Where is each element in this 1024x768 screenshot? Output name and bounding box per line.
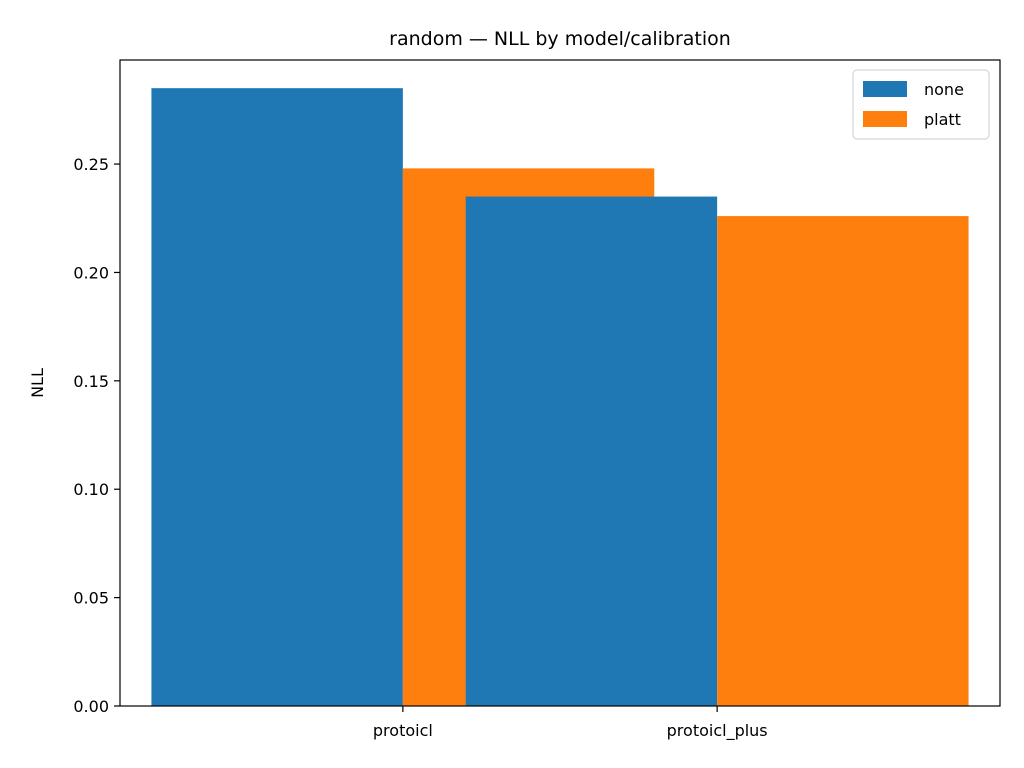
legend-box bbox=[852, 69, 990, 140]
plot-area: 0.00 0.05 0.10 0.15 0.20 0.25 protoicl protoicl… bbox=[73, 59, 1001, 741]
x-tick-label: protoicl bbox=[373, 721, 433, 740]
bar-none-protoicl_plus bbox=[465, 196, 718, 706]
x-tick-label: protoicl_plus bbox=[667, 721, 768, 741]
chart-title: random — NLL by model/calibration bbox=[389, 28, 731, 50]
legend-label-none: none bbox=[924, 80, 964, 99]
y-axis-label: NLL bbox=[28, 368, 47, 398]
legend: none platt bbox=[852, 69, 990, 140]
y-tick-label: 0.05 bbox=[73, 589, 109, 608]
y-tick-label: 0.15 bbox=[73, 372, 109, 391]
y-tick-label: 0.00 bbox=[73, 697, 109, 716]
bar-none-protoicl bbox=[151, 88, 403, 707]
legend-swatch-platt bbox=[863, 111, 907, 127]
y-tick-label: 0.25 bbox=[73, 155, 109, 174]
y-tick-label: 0.10 bbox=[73, 480, 109, 499]
plot-frame bbox=[119, 59, 1001, 707]
y-tick-label: 0.20 bbox=[73, 263, 109, 282]
legend-label-platt: platt bbox=[924, 110, 961, 129]
bar-platt-protoicl_plus bbox=[717, 216, 969, 706]
legend-swatch-none bbox=[863, 81, 907, 97]
